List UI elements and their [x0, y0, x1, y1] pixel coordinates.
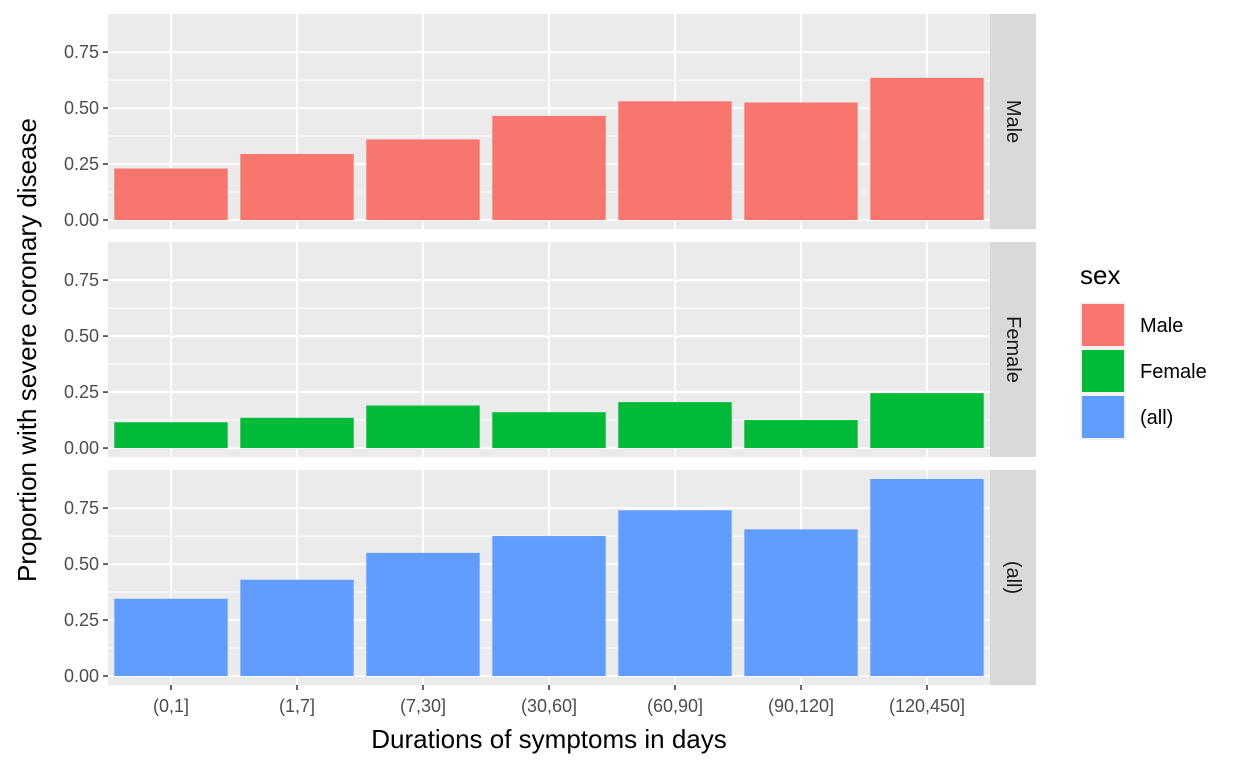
y-axis-title: Proportion with severe coronary disease	[12, 118, 42, 582]
legend-swatch	[1082, 396, 1124, 438]
x-tick-label: (90,120]	[768, 696, 834, 716]
bar-(all)-(120,450]	[870, 478, 984, 677]
facet-strip-label: (all)	[1002, 561, 1024, 594]
legend: sex Male Female (all)	[1080, 260, 1207, 440]
y-tick-label: 0.00	[64, 438, 99, 458]
facet-panels: 0.00 0.25 0.50 0.75 Male 0.00 0.25 0.50 0.75 Fema…	[64, 14, 1036, 686]
bar-(all)-(90,120]	[744, 529, 858, 677]
bar-Male-(60,90]	[618, 101, 732, 221]
x-tick-label: (0,1]	[153, 696, 189, 716]
x-tick-label: (120,450]	[889, 696, 965, 716]
legend-swatch	[1082, 304, 1124, 346]
legend-swatch	[1082, 350, 1124, 392]
facet-strip-label: Female	[1002, 316, 1024, 383]
x-tick-label: (7,30]	[400, 696, 446, 716]
bar-(all)-(7,30]	[366, 552, 480, 677]
x-tick-label: (1,7]	[279, 696, 315, 716]
y-tick-label: 0.50	[64, 98, 99, 118]
legend-label: Male	[1140, 315, 1183, 337]
y-tick-label: 0.50	[64, 554, 99, 574]
bar-Female-(120,450]	[870, 393, 984, 449]
facet-panel-2: 0.00 0.25 0.50 0.75 (all)	[64, 470, 1036, 686]
bar-Female-(7,30]	[366, 405, 480, 449]
x-axis: (0,1] (1,7] (7,30] (30,60] (60,90] (90,120] (1…	[153, 685, 965, 716]
bar-(all)-(60,90]	[618, 510, 732, 677]
bar-Female-(1,7]	[240, 417, 354, 449]
bar-Male-(0,1]	[114, 168, 228, 221]
bar-(all)-(0,1]	[114, 598, 228, 677]
bar-(all)-(30,60]	[492, 536, 606, 677]
bar-Male-(120,450]	[870, 77, 984, 221]
bar-Male-(7,30]	[366, 139, 480, 221]
facet-panel-1: 0.00 0.25 0.50 0.75 Female	[64, 242, 1036, 458]
y-tick-label: 0.00	[64, 666, 99, 686]
x-axis-title: Durations of symptoms in days	[371, 724, 726, 754]
facet-strip	[990, 14, 1036, 229]
y-tick-label: 0.75	[64, 270, 99, 290]
y-tick-label: 0.00	[64, 210, 99, 230]
bar-Male-(90,120]	[744, 102, 858, 221]
y-tick-label: 0.75	[64, 42, 99, 62]
legend-title: sex	[1080, 260, 1120, 290]
facet-strip	[990, 470, 1036, 685]
bar-Female-(90,120]	[744, 420, 858, 449]
y-tick-label: 0.75	[64, 498, 99, 518]
legend-label: (all)	[1140, 407, 1173, 429]
facet-strip	[990, 242, 1036, 457]
x-tick-label: (30,60]	[521, 696, 577, 716]
y-tick-label: 0.25	[64, 154, 99, 174]
bar-Male-(30,60]	[492, 115, 606, 221]
facet-strip-label: Male	[1002, 100, 1024, 143]
bar-Male-(1,7]	[240, 153, 354, 221]
facet-panel-0: 0.00 0.25 0.50 0.75 Male	[64, 14, 1036, 230]
x-tick-label: (60,90]	[647, 696, 703, 716]
legend-label: Female	[1140, 361, 1207, 383]
bar-Female-(30,60]	[492, 412, 606, 449]
bar-Female-(60,90]	[618, 402, 732, 449]
bar-Female-(0,1]	[114, 422, 228, 449]
y-tick-label: 0.25	[64, 610, 99, 630]
bar-(all)-(1,7]	[240, 579, 354, 677]
y-tick-label: 0.25	[64, 382, 99, 402]
y-tick-label: 0.50	[64, 326, 99, 346]
